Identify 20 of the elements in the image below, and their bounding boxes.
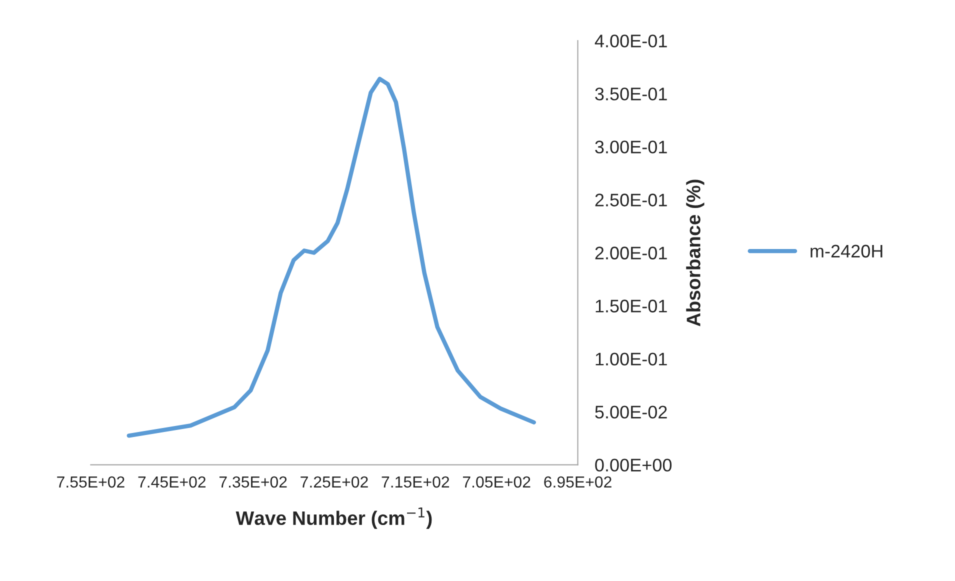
x-tick-label: 7.15E+02 [382,476,450,488]
line-series [126,76,536,438]
x-tick-label: 6.95E+02 [544,476,612,488]
y-tick-label: 1.00E-01 [596,352,667,366]
y-tick-label: 1.50E-01 [596,300,667,312]
y-tick-label: 0.00E+00 [595,458,672,472]
y-tick-label: 3.00E-01 [595,140,667,154]
legend-label: m-2420H [810,244,882,258]
x-tick-label: 7.45E+02 [138,476,206,488]
x-tick-label: 7.35E+02 [219,476,287,488]
y-axis-title: Absorbance (%) [686,180,704,326]
y-tick-label: 4.00E-01 [594,34,667,48]
x-tick-label: 7.55E+02 [57,476,124,488]
y-tick-label: 2.50E-01 [595,194,667,206]
y-tick-label: 3.50E-01 [595,88,667,100]
x-tick-label: 7.05E+02 [463,476,530,488]
y-tick-label: 2.00E-01 [595,246,667,260]
x-tick-label: 7.25E+02 [300,476,368,488]
y-tick-label: 5.00E-02 [595,406,667,419]
x-axis-title: Wave Number (cm$^{−1}$) [236,507,432,529]
